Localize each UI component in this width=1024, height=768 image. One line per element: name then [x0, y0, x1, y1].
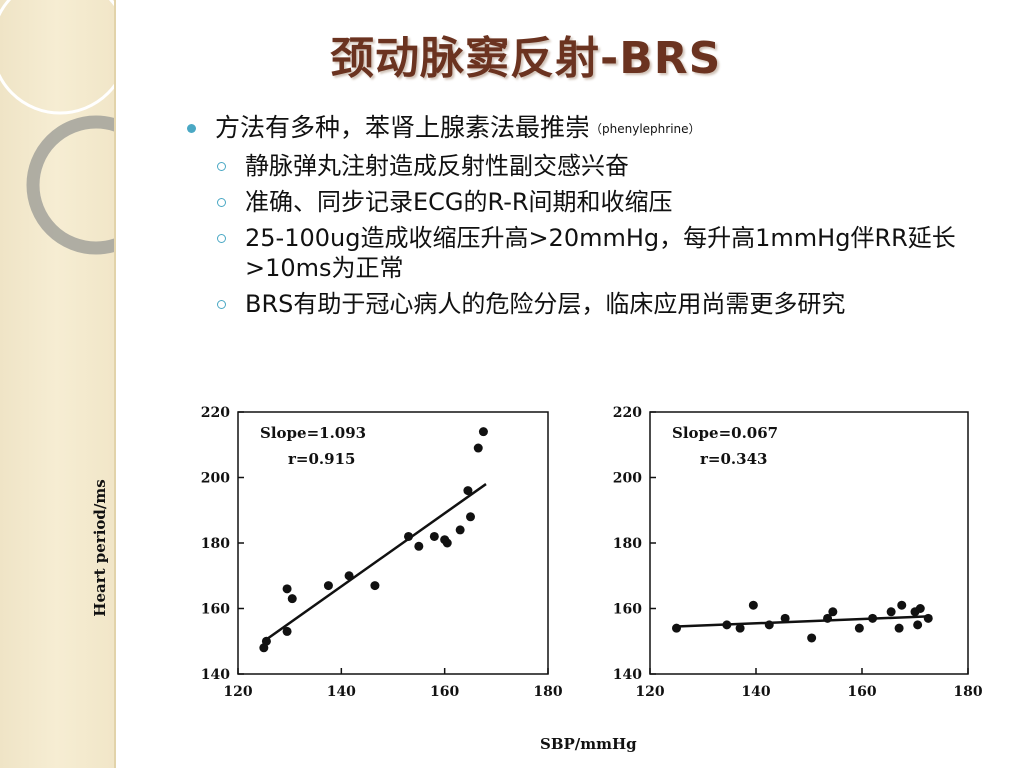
data-point: [913, 620, 923, 630]
data-point: [282, 626, 292, 636]
sub-bullet-2: 准确、同步记录ECG的R-R间期和收缩压: [185, 187, 995, 217]
y-tick-label: 140: [201, 667, 230, 683]
x-tick-label: 160: [430, 684, 459, 700]
slide-title: 颈动脉窦反射-BRS: [330, 33, 722, 84]
data-point: [748, 600, 758, 610]
sub-bullet-text: 25-100ug造成收缩压升高>20mmHg，每升高1mmHg伴RR延长>10m…: [245, 224, 956, 282]
sub-bullet-ring-icon: [217, 300, 226, 309]
decorative-left-band: [0, 0, 114, 768]
data-point: [344, 571, 354, 581]
y-axis-label-text: Heart period/ms: [91, 479, 109, 617]
data-point: [780, 613, 790, 623]
y-tick-label: 180: [613, 536, 642, 552]
band-divider: [114, 0, 116, 768]
bullet-main: 方法有多种，苯肾上腺素法最推崇（phenylephrine）: [185, 112, 995, 145]
data-point: [429, 531, 439, 541]
bullet-dot-icon: [187, 124, 196, 133]
slope-annotation: Slope=0.067: [672, 424, 778, 442]
sub-bullet-text: BRS有助于冠心病人的危险分层，临床应用尚需更多研究: [245, 290, 846, 318]
data-point: [735, 623, 745, 633]
y-tick-label: 160: [613, 602, 642, 618]
sub-bullet-3: 25-100ug造成收缩压升高>20mmHg，每升高1mmHg伴RR延长>10m…: [185, 223, 995, 283]
data-point: [463, 486, 473, 496]
sub-bullet-ring-icon: [217, 162, 226, 171]
data-point: [886, 607, 896, 617]
bullet-main-note: （phenylephrine）: [590, 122, 701, 136]
data-point: [282, 584, 292, 594]
y-tick-label: 180: [201, 536, 230, 552]
x-tick-label: 120: [223, 684, 252, 700]
x-tick-label: 140: [327, 684, 356, 700]
y-tick-label: 200: [613, 471, 642, 487]
data-point: [897, 600, 907, 610]
data-point: [414, 541, 424, 551]
data-point: [323, 581, 333, 591]
data-point: [868, 613, 878, 623]
scatter-chart-left: 140 160 180 200 220 120 140 160 180 Slope=1.093 r=…: [190, 400, 570, 710]
sub-bullet-ring-icon: [217, 234, 226, 243]
y-tick-label: 220: [201, 405, 230, 421]
data-point: [455, 525, 465, 535]
bullet-main-text: 方法有多种，苯肾上腺素法最推崇: [215, 113, 591, 142]
x-tick-label: 180: [533, 684, 562, 700]
sub-bullet-4: BRS有助于冠心病人的危险分层，临床应用尚需更多研究: [185, 289, 995, 319]
chart-x-axis-label: SBP/mmHg: [540, 735, 637, 753]
data-point: [261, 636, 271, 646]
fit-line: [263, 483, 487, 643]
x-tick-label: 120: [635, 684, 664, 700]
scatter-chart-right: 140 160 180 200 220 120 140 160 180 Slope=0.067 r=…: [600, 400, 1000, 710]
r-annotation: r=0.343: [700, 450, 767, 468]
y-tick-label: 140: [613, 667, 642, 683]
sub-bullet-text: 静脉弹丸注射造成反射性副交感兴奋: [245, 152, 629, 180]
data-point: [287, 594, 297, 604]
bullet-list: 方法有多种，苯肾上腺素法最推崇（phenylephrine） 静脉弹丸注射造成反…: [185, 112, 995, 325]
data-point: [807, 633, 817, 643]
data-point: [823, 613, 833, 623]
y-tick-label: 160: [201, 602, 230, 618]
data-point: [672, 623, 681, 633]
sub-bullet-ring-icon: [217, 198, 226, 207]
x-tick-label: 160: [847, 684, 876, 700]
data-point: [466, 512, 475, 522]
data-point: [442, 538, 452, 548]
data-point: [828, 607, 838, 617]
y-tick-label: 220: [613, 405, 642, 421]
sub-bullet-1: 静脉弹丸注射造成反射性副交感兴奋: [185, 151, 995, 181]
data-point: [915, 604, 925, 613]
decorative-circles-graphic: [0, 0, 114, 255]
data-point: [370, 581, 380, 591]
data-point: [764, 620, 774, 630]
r-annotation: r=0.915: [288, 450, 355, 468]
data-point: [722, 620, 732, 630]
data-point: [923, 613, 933, 623]
data-point: [478, 427, 488, 437]
slope-annotation: Slope=1.093: [260, 424, 366, 442]
sub-bullet-text: 准确、同步记录ECG的R-R间期和收缩压: [245, 188, 673, 216]
data-point: [854, 623, 864, 633]
data-point: [404, 531, 413, 541]
y-tick-label: 200: [201, 471, 230, 487]
x-tick-label: 180: [953, 684, 982, 700]
fit-line: [676, 615, 929, 628]
x-tick-label: 140: [741, 684, 770, 700]
data-point: [894, 623, 904, 633]
data-point: [473, 443, 483, 453]
